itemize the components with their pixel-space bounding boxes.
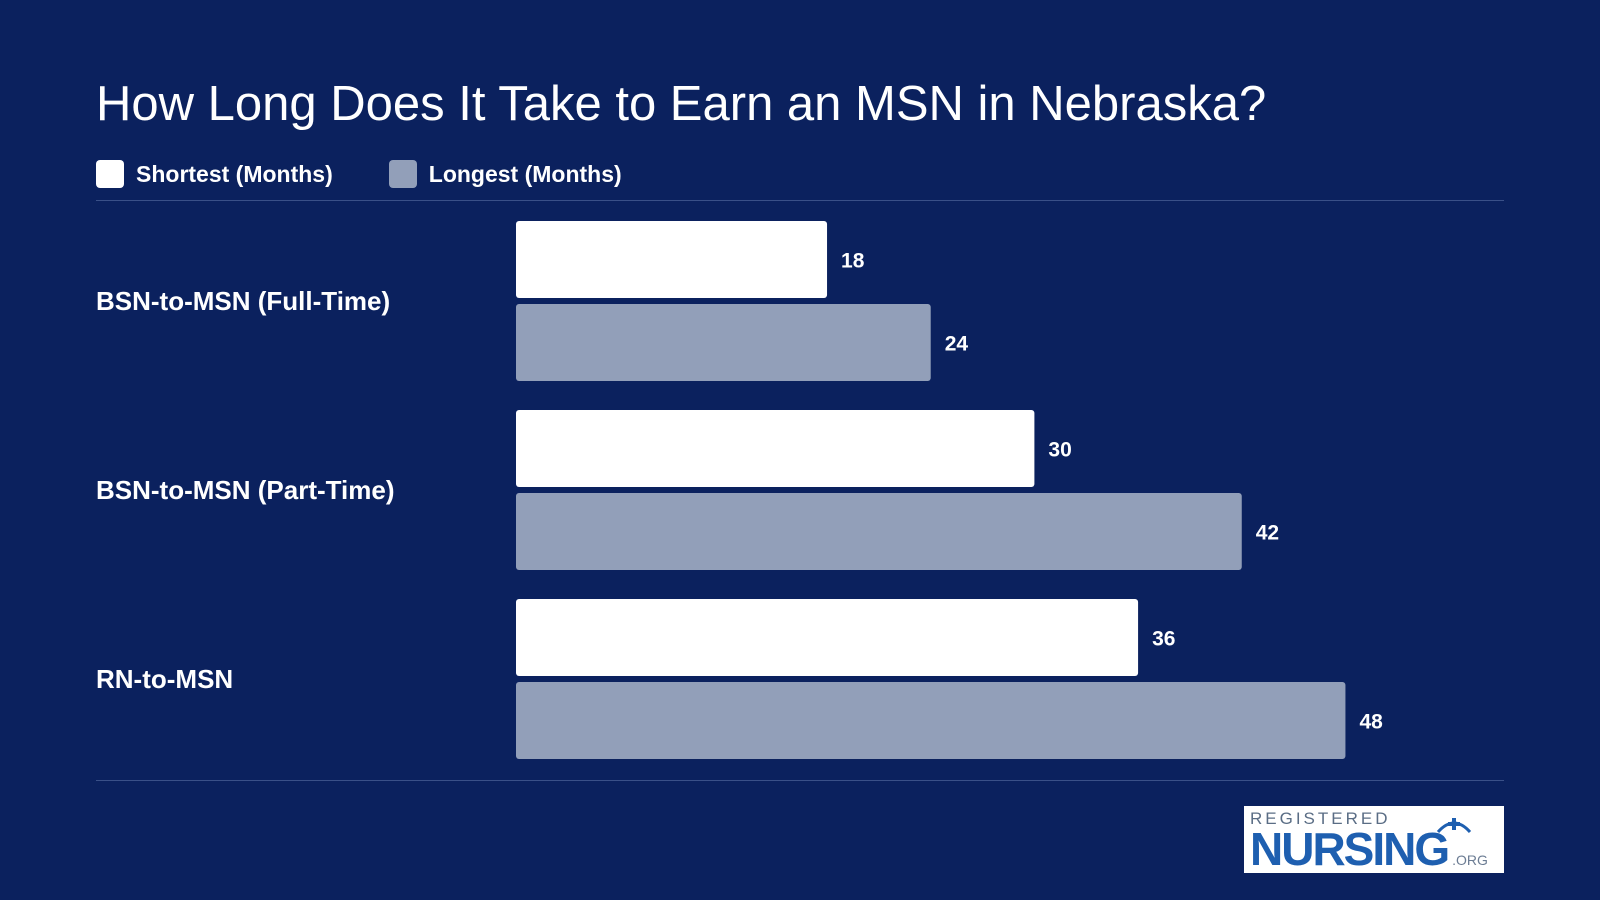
nurse-cap-icon (1436, 818, 1472, 834)
bar (516, 410, 1035, 487)
logo-main-text: NURSING (1250, 823, 1450, 875)
bar (516, 493, 1242, 570)
legend-label-longest: Longest (Months) (428, 160, 622, 187)
data-label: 42 (1256, 522, 1279, 545)
registered-nursing-logo: REGISTERED NURSING .ORG (1244, 806, 1504, 873)
data-label: 30 (1048, 439, 1071, 462)
top-divider (96, 200, 1504, 201)
data-label: 24 (945, 333, 969, 356)
category-label: RN-to-MSN (96, 664, 233, 694)
category-label: BSN-to-MSN (Full-Time) (96, 286, 390, 316)
legend-label-shortest: Shortest (Months) (136, 160, 333, 187)
bar (516, 304, 931, 381)
chart-legend: Shortest (Months) Longest (Months) (96, 159, 678, 189)
chart-title: How Long Does It Take to Earn an MSN in … (96, 77, 1267, 131)
data-label: 36 (1152, 628, 1175, 651)
data-label: 48 (1359, 711, 1383, 734)
logo-org-text: .ORG (1452, 852, 1488, 868)
category-label: BSN-to-MSN (Part-Time) (96, 475, 395, 505)
legend-item-shortest: Shortest (Months) (96, 160, 333, 188)
bar (516, 682, 1346, 759)
logo-bottom-row: NURSING .ORG (1250, 823, 1498, 875)
bottom-divider (96, 780, 1504, 781)
legend-swatch-longest (388, 160, 417, 188)
bar (516, 221, 828, 298)
bar (516, 599, 1139, 676)
logo-top-text: REGISTERED (1250, 809, 1391, 828)
legend-item-longest: Longest (Months) (388, 160, 622, 188)
legend-swatch-shortest (96, 160, 124, 188)
data-label: 18 (841, 250, 865, 273)
